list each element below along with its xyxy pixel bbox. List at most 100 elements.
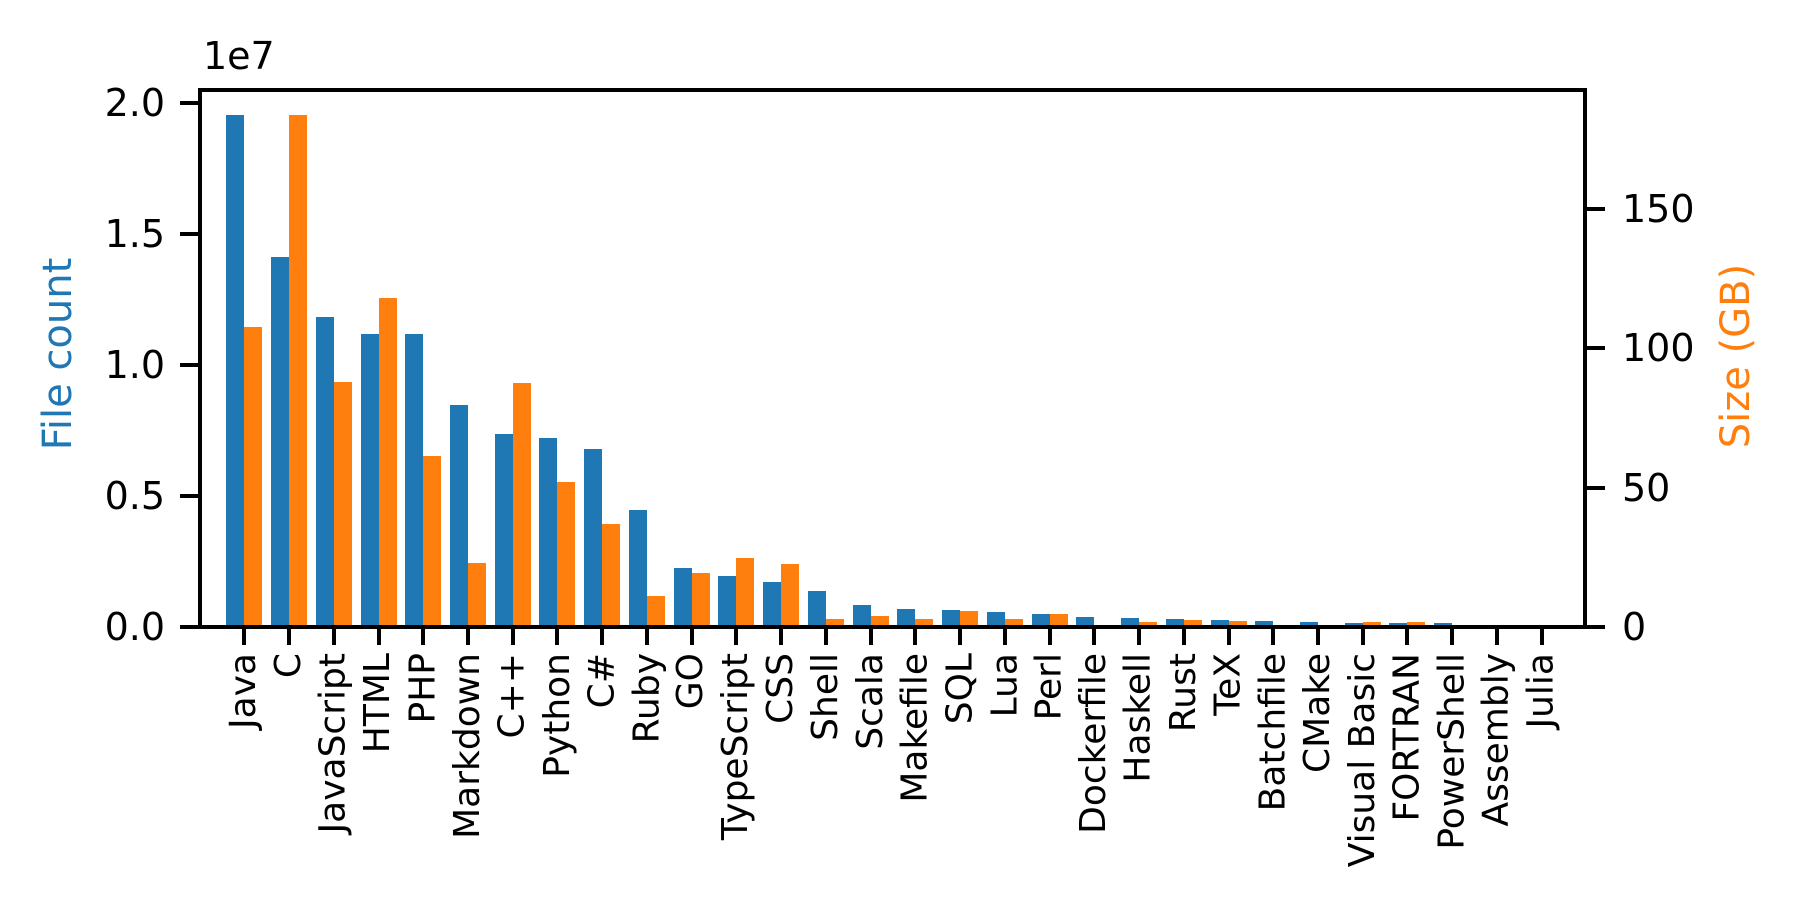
x-tick-label: Julia (1520, 653, 1562, 729)
file-count-bar (1165, 618, 1184, 627)
y-tick-label-right: 50 (1622, 465, 1671, 510)
x-tick-label: CMake (1297, 653, 1339, 773)
y-axis-label-left: File count (35, 257, 81, 451)
file-count-bar (673, 567, 692, 627)
x-tick-mark (1539, 625, 1544, 645)
x-tick-mark (555, 625, 560, 645)
file-count-bar (763, 581, 782, 627)
size-bar (1407, 622, 1426, 627)
x-tick-mark (823, 625, 828, 645)
file-count-bar (539, 437, 558, 627)
x-tick-label: C (268, 653, 310, 679)
file-count-bar (628, 509, 647, 627)
y-tick-label-right: 150 (1622, 186, 1695, 231)
x-tick-label: CSS (760, 653, 802, 724)
size-bar (825, 618, 844, 627)
size-bar (691, 573, 710, 627)
x-tick-mark (376, 625, 381, 645)
x-tick-label: TypeScript (715, 653, 757, 841)
size-bar (1228, 621, 1247, 627)
y-tick-mark-left (180, 625, 200, 629)
x-tick-mark (644, 625, 649, 645)
x-tick-mark (600, 625, 605, 645)
y-tick-mark-left (180, 101, 200, 106)
x-tick-mark (331, 625, 336, 645)
x-tick-mark (1002, 625, 1007, 645)
size-bar (1362, 621, 1381, 627)
x-tick-label: FORTRAN (1386, 653, 1428, 822)
size-bar (1049, 613, 1068, 627)
size-bar (1496, 624, 1515, 627)
size-bar (1273, 625, 1292, 627)
file-count-bar (1076, 617, 1095, 627)
x-tick-label: GO (670, 653, 712, 710)
x-tick-mark (1181, 625, 1186, 645)
size-bar (378, 297, 397, 627)
x-tick-label: Scala (849, 653, 891, 750)
size-bar (244, 326, 263, 627)
size-bar (646, 596, 665, 627)
file-count-bar (1121, 618, 1140, 627)
x-tick-label: Rust (1162, 653, 1204, 733)
size-bar (960, 611, 979, 627)
y-tick-mark-right (1585, 625, 1605, 629)
x-tick-label: Assembly (1475, 653, 1517, 827)
x-tick-label: Visual Basic (1341, 653, 1383, 868)
size-bar (736, 558, 755, 627)
y-tick-mark-left (180, 363, 200, 368)
x-tick-mark (1271, 625, 1276, 645)
size-bar (289, 114, 308, 627)
file-count-bar (1031, 613, 1050, 627)
y-tick-label-left: 1.5 (104, 212, 165, 257)
x-tick-label: Perl (1028, 653, 1070, 721)
x-tick-label: Shell (804, 653, 846, 741)
file-count-bar (315, 316, 334, 627)
y-tick-label-right: 100 (1622, 326, 1695, 371)
x-tick-mark (913, 625, 918, 645)
y-tick-label-left: 0.5 (104, 474, 165, 519)
y-tick-mark-right (1585, 485, 1605, 490)
x-tick-mark (242, 625, 247, 645)
size-bar (602, 524, 621, 627)
size-bar (1139, 621, 1158, 627)
file-count-bar (852, 605, 871, 627)
x-tick-mark (510, 625, 515, 645)
x-tick-label: Lua (983, 653, 1025, 718)
size-bar (557, 482, 576, 627)
x-tick-mark (779, 625, 784, 645)
x-tick-label: Haskell (1118, 653, 1160, 783)
y-tick-label-left: 0.0 (104, 605, 165, 649)
file-count-bar (942, 609, 961, 627)
file-count-bar (1255, 620, 1274, 627)
file-count-bar (360, 334, 379, 627)
x-tick-label: C# (581, 653, 623, 709)
x-tick-label: Batchfile (1252, 653, 1294, 812)
x-tick-mark (1494, 625, 1499, 645)
size-bar (915, 618, 934, 627)
size-bar (1452, 625, 1471, 627)
x-tick-mark (287, 625, 292, 645)
file-count-bar (584, 448, 603, 627)
x-tick-mark (1405, 625, 1410, 645)
y-axis-label-right: Size (GB) (1713, 263, 1759, 449)
x-tick-mark (958, 625, 963, 645)
size-bar (1541, 626, 1560, 627)
size-bar (870, 616, 889, 627)
file-count-bar (226, 114, 245, 627)
file-count-bar (494, 433, 513, 627)
file-count-bar (718, 576, 737, 627)
size-bar (1094, 625, 1113, 627)
x-tick-label: PowerShell (1431, 653, 1473, 850)
file-count-bar (807, 590, 826, 627)
size-bar (781, 563, 800, 627)
x-tick-label: Python (536, 653, 578, 778)
x-tick-mark (689, 625, 694, 645)
x-tick-label: Makefile (894, 653, 936, 803)
x-tick-label: HTML (357, 653, 399, 754)
size-bar (333, 382, 352, 627)
x-tick-label: Markdown (447, 653, 488, 839)
size-bar (1318, 625, 1336, 627)
y-tick-label-left: 2.0 (104, 81, 165, 126)
x-tick-label: Java (223, 653, 265, 730)
